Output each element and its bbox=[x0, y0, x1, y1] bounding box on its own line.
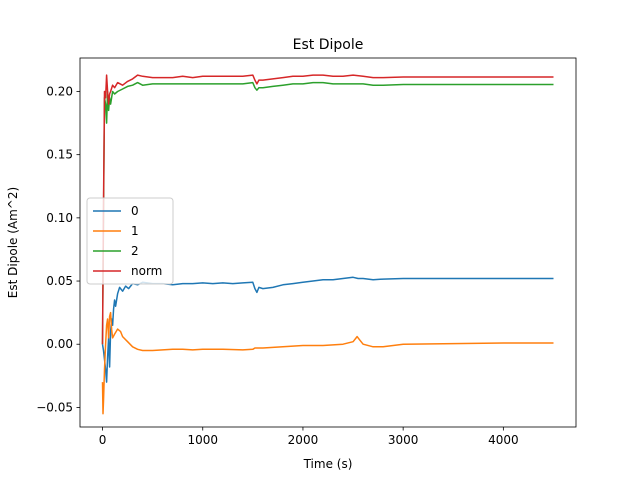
x-tick-label: 0 bbox=[99, 433, 107, 447]
plot-frame bbox=[79, 57, 577, 428]
x-axis-label: Time (s) bbox=[303, 457, 353, 471]
x-tick-label: 4000 bbox=[488, 433, 519, 447]
legend-label-1: 1 bbox=[131, 224, 139, 238]
y-axis-ticks: −0.05 0.00 0.05 0.10 0.15 0.20 bbox=[36, 84, 80, 414]
legend: 0 1 2 norm bbox=[86, 197, 174, 285]
x-axis-ticks: 0 1000 2000 3000 4000 bbox=[99, 427, 519, 447]
legend-label-2: 2 bbox=[131, 244, 139, 258]
legend-box bbox=[86, 197, 174, 285]
y-tick-label: 0.10 bbox=[46, 211, 73, 225]
series-line-norm bbox=[101, 74, 554, 345]
y-tick-label: −0.05 bbox=[36, 400, 73, 414]
series-line-2 bbox=[101, 81, 554, 345]
x-tick-label: 2000 bbox=[288, 433, 319, 447]
y-tick-label: 0.15 bbox=[46, 148, 73, 162]
y-tick-label: 0.05 bbox=[46, 274, 73, 288]
x-tick-label: 3000 bbox=[388, 433, 419, 447]
chart-title: Est Dipole bbox=[293, 37, 364, 53]
y-tick-label: 0.20 bbox=[46, 84, 73, 98]
plot-lines bbox=[101, 74, 554, 415]
y-tick-label: 0.00 bbox=[46, 337, 73, 351]
y-axis-label: Est Dipole (Am^2) bbox=[6, 187, 20, 298]
series-line-1 bbox=[101, 311, 554, 415]
x-tick-label: 1000 bbox=[187, 433, 218, 447]
legend-label-norm: norm bbox=[131, 264, 162, 278]
legend-label-0: 0 bbox=[131, 204, 139, 218]
